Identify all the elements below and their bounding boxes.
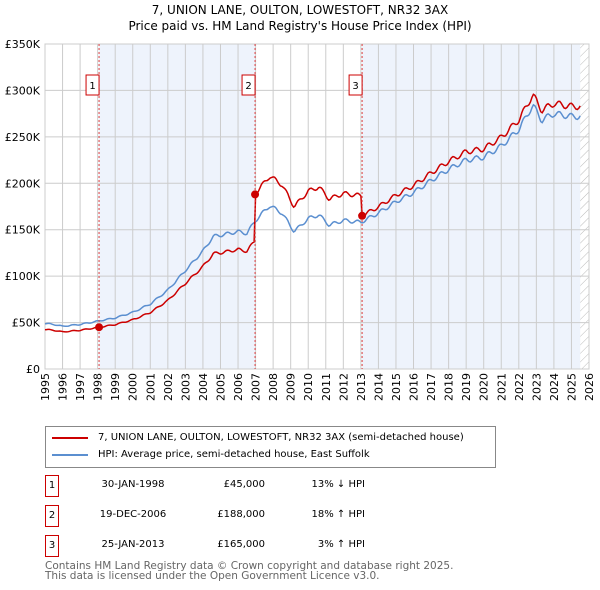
legend: 7, UNION LANE, OULTON, LOWESTOFT, NR32 3…	[45, 426, 496, 468]
chart-subtitle: Price paid vs. HM Land Registry's House …	[128, 19, 472, 33]
y-tick-label: £0	[26, 363, 40, 376]
footer: Contains HM Land Registry data © Crown c…	[45, 560, 454, 582]
x-tick-label: 1999	[109, 373, 122, 401]
x-tick-label: 2019	[460, 373, 473, 401]
x-tick-label: 2004	[197, 373, 210, 401]
x-tick-label: 2017	[425, 373, 438, 401]
sale-marker-box	[348, 74, 363, 96]
shaded-period	[362, 44, 581, 369]
sale-marker-box	[85, 74, 100, 96]
x-tick-label: 2020	[478, 373, 491, 401]
x-tick-label: 2009	[285, 373, 298, 401]
sale-date: 25-JAN-2013	[101, 539, 165, 550]
sale-number: 2	[45, 505, 59, 527]
y-tick-label: £250K	[5, 131, 41, 144]
sale-point	[358, 211, 367, 220]
sale-marker-label: 3	[352, 81, 358, 92]
y-tick-label: £350K	[5, 38, 41, 51]
x-tick-label: 2025	[565, 373, 578, 401]
y-tick-label: £300K	[5, 84, 41, 97]
footer-line: This data is licensed under the Open Gov…	[45, 570, 380, 582]
sale-date: 19-DEC-2006	[99, 509, 167, 520]
x-tick-label: 1995	[39, 373, 52, 401]
x-tick-label: 2014	[372, 373, 385, 401]
plot-frame	[44, 43, 590, 370]
x-tick-label: 2015	[390, 373, 403, 401]
sale-marker-box	[241, 74, 256, 96]
x-tick-label: 2024	[548, 373, 561, 401]
x-tick-label: 1997	[74, 373, 87, 401]
legend-red-line	[52, 436, 88, 439]
sale-row: 1 30-JAN-1998 £45,000 13% ↓ HPI	[45, 475, 445, 497]
x-tick-label: 2026	[583, 373, 596, 401]
sale-point	[251, 190, 260, 199]
legend-hpi: HPI: Average price, semi-detached house,…	[98, 449, 370, 460]
sale-row: 2 19-DEC-2006 £188,000 18% ↑ HPI	[45, 505, 445, 527]
shaded-period	[99, 44, 256, 369]
x-tick-label: 2016	[408, 373, 421, 401]
footer-line: Contains HM Land Registry data © Crown c…	[45, 560, 454, 572]
x-tick-label: 2012	[337, 373, 350, 401]
price-line	[44, 93, 581, 333]
x-tick-label: 2013	[355, 373, 368, 401]
sale-hpi-diff: 3% ↑ HPI	[317, 539, 365, 550]
x-tick-label: 2006	[232, 373, 245, 401]
x-tick-label: 2003	[179, 373, 192, 401]
x-tick-label: 2001	[144, 373, 157, 401]
sale-price: £165,000	[217, 539, 265, 550]
sale-hpi-diff: 13% ↓ HPI	[311, 479, 365, 490]
x-tick-label: 2000	[127, 373, 140, 401]
price-chart: 1995 1996 1997 1998 1999 2000 2001 2002 2003 2004…	[5, 38, 596, 401]
chart-title: 7, UNION LANE, OULTON, LOWESTOFT, NR32 3…	[151, 3, 449, 17]
sale-row: 3 25-JAN-2013 £165,000 3% ↑ HPI	[45, 535, 445, 557]
x-tick-label: 2018	[443, 373, 456, 401]
sale-number: 1	[45, 475, 59, 497]
y-tick-label: £200K	[5, 177, 41, 190]
x-tick-label: 2002	[162, 373, 175, 401]
x-tick-label: 2011	[320, 373, 333, 401]
hpi-line	[44, 103, 581, 328]
y-tick-label: £50K	[12, 317, 41, 330]
x-tick-label: 2021	[495, 373, 508, 401]
x-tick-label: 2010	[302, 373, 315, 401]
sale-marker-label: 2	[245, 81, 251, 92]
sale-price: £188,000	[217, 509, 265, 520]
x-tick-label: 2005	[214, 373, 227, 401]
legend-property: 7, UNION LANE, OULTON, LOWESTOFT, NR32 3…	[98, 432, 464, 443]
sale-point	[95, 323, 104, 332]
x-tick-label: 1996	[57, 373, 70, 401]
sale-hpi-diff: 18% ↑ HPI	[311, 509, 365, 520]
y-tick-label: £150K	[5, 224, 41, 237]
sale-date: 30-JAN-1998	[101, 479, 165, 490]
future-hatch	[580, 44, 589, 369]
x-tick-label: 2008	[267, 373, 280, 401]
x-tick-label: 1998	[92, 373, 105, 401]
legend-blue-line	[52, 453, 88, 456]
x-tick-label: 2022	[513, 373, 526, 401]
x-tick-label: 2023	[530, 373, 543, 401]
x-tick-label: 2007	[250, 373, 263, 401]
sale-number: 3	[45, 535, 59, 557]
sale-price: £45,000	[223, 479, 265, 490]
y-tick-label: £100K	[5, 270, 41, 283]
sale-marker-label: 1	[89, 81, 95, 92]
